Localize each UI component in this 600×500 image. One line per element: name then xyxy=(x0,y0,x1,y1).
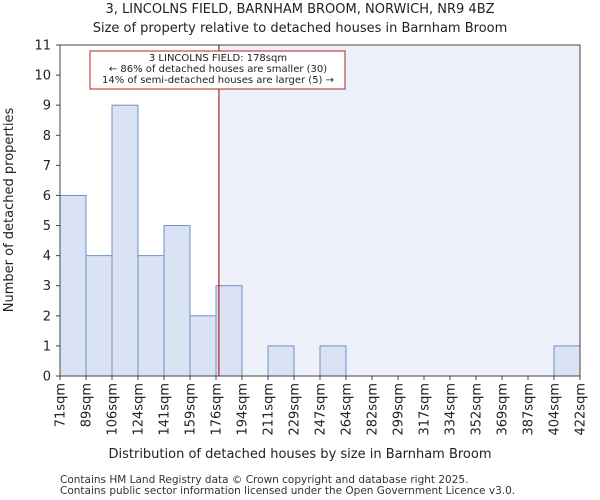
bar-211sqm xyxy=(267,345,295,377)
bar-404sqm xyxy=(553,345,581,377)
bars-group xyxy=(59,104,581,377)
y-axis-label: Number of detached properties xyxy=(2,108,17,313)
y-tick-label: 9 xyxy=(43,99,51,114)
plot-area: 0 1 2 3 4 5 6 7 8 9 10 11 71sqm 89sqm 106sqm 124sqm 141… xyxy=(34,39,588,436)
y-tick-label: 11 xyxy=(34,39,51,54)
x-tick-label-124sqm: 124sqm xyxy=(132,383,147,436)
x-tick-label-194sqm: 194sqm xyxy=(236,383,251,436)
x-tick-label-334sqm: 334sqm xyxy=(444,383,459,436)
y-tick-label: 3 xyxy=(43,279,51,294)
chart-title-line1: 3, LINCOLNS FIELD, BARNHAM BROOM, NORWIC… xyxy=(105,2,494,17)
x-tick-label-247sqm: 247sqm xyxy=(314,383,329,436)
bar-141sqm xyxy=(163,225,191,377)
x-tick-label-369sqm: 369sqm xyxy=(496,383,511,436)
annotation-line3: 14% of semi-detached houses are larger (… xyxy=(102,75,334,86)
y-tick-label: 4 xyxy=(43,249,51,264)
footer-line1: Contains HM Land Registry data © Crown c… xyxy=(60,474,468,486)
property-annotation: 3 LINCOLNS FIELD: 178sqm ← 86% of detach… xyxy=(89,50,346,90)
x-tick-label-141sqm: 141sqm xyxy=(158,383,173,436)
x-axis-ticks: 71sqm 89sqm 106sqm 124sqm 141sqm 159sqm 176sqm… xyxy=(54,376,589,436)
y-tick-label: 5 xyxy=(43,219,51,234)
chart-title-line2: Size of property relative to detached ho… xyxy=(93,21,508,36)
larger-houses-region xyxy=(218,45,580,376)
bar-124sqm xyxy=(137,255,165,377)
x-tick-label-229sqm: 229sqm xyxy=(288,383,303,436)
footer-line2: Contains public sector information licen… xyxy=(60,485,515,497)
annotation-box xyxy=(89,50,346,90)
bar-106sqm xyxy=(111,104,139,377)
y-tick-label: 6 xyxy=(43,189,51,204)
x-tick-label-299sqm: 299sqm xyxy=(392,383,407,436)
y-tick-label: 7 xyxy=(43,159,51,174)
y-tick-label: 2 xyxy=(43,309,51,324)
x-tick-label-89sqm: 89sqm xyxy=(80,383,95,427)
y-axis-ticks: 0 1 2 3 4 5 6 7 8 9 10 11 xyxy=(34,39,60,385)
bar-89sqm xyxy=(85,255,113,377)
x-tick-label-404sqm: 404sqm xyxy=(548,383,563,436)
x-tick-label-422sqm: 422sqm xyxy=(574,383,589,436)
x-tick-label-71sqm: 71sqm xyxy=(54,383,69,427)
y-tick-label: 0 xyxy=(43,370,51,385)
x-tick-label-176sqm: 176sqm xyxy=(210,383,225,436)
x-tick-label-352sqm: 352sqm xyxy=(470,383,485,436)
bar-71sqm xyxy=(59,194,87,377)
bar-247sqm xyxy=(319,345,347,377)
annotation-line2: ← 86% of detached houses are smaller (30… xyxy=(109,64,327,75)
y-tick-label: 1 xyxy=(43,339,51,354)
x-tick-label-317sqm: 317sqm xyxy=(418,383,433,436)
x-tick-label-211sqm: 211sqm xyxy=(262,383,277,436)
bar-159sqm xyxy=(189,315,217,377)
x-tick-label-282sqm: 282sqm xyxy=(366,383,381,436)
x-axis-label: Distribution of detached houses by size … xyxy=(108,447,491,462)
x-tick-label-106sqm: 106sqm xyxy=(106,383,121,436)
y-tick-label: 10 xyxy=(34,69,51,84)
x-tick-label-159sqm: 159sqm xyxy=(184,383,199,436)
bar-176sqm xyxy=(215,285,243,377)
x-tick-label-387sqm: 387sqm xyxy=(522,383,537,436)
y-tick-label: 8 xyxy=(43,129,51,144)
x-tick-label-264sqm: 264sqm xyxy=(340,383,355,436)
annotation-line1: 3 LINCOLNS FIELD: 178sqm xyxy=(149,53,287,64)
